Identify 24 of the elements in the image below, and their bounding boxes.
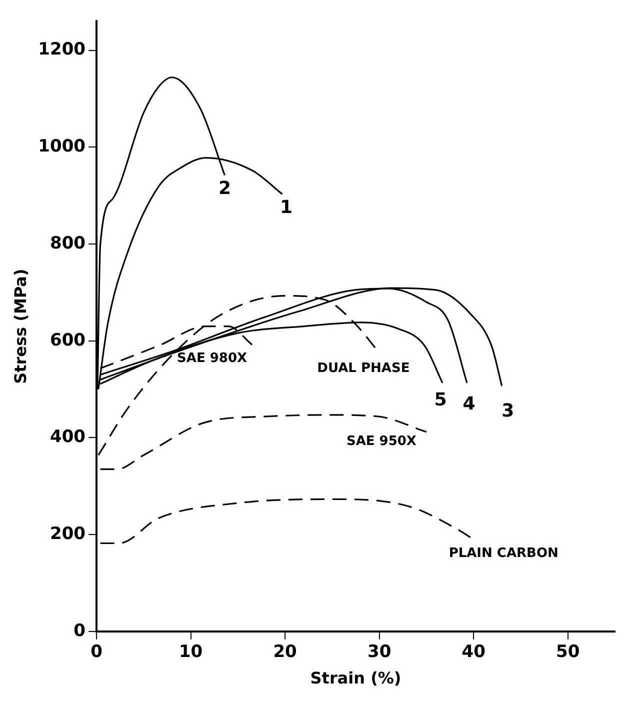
x-tick-label: 0 xyxy=(90,642,103,662)
x-tick-label: 20 xyxy=(273,642,298,662)
series-label: 5 xyxy=(434,390,447,411)
series-label: 2 xyxy=(218,178,231,199)
y-tick-label: 800 xyxy=(50,233,86,254)
series-label: DUAL PHASE xyxy=(317,360,410,376)
x-axis-title: Strain (%) xyxy=(310,668,402,688)
series-label: SAE 950X xyxy=(346,434,416,450)
y-tick-label: 200 xyxy=(50,524,86,544)
x-tick-label: 40 xyxy=(462,642,486,662)
x-tick-label: 30 xyxy=(367,642,392,662)
series-label: 4 xyxy=(462,394,476,415)
y-tick-label: 1200 xyxy=(38,40,86,60)
y-tick-label: 400 xyxy=(50,427,86,448)
series-label: 1 xyxy=(280,196,292,218)
x-tick-label: 50 xyxy=(556,642,580,662)
series-label: PLAIN CARBON xyxy=(448,546,558,561)
y-tick-label: 1000 xyxy=(38,136,86,157)
x-tick-label: 10 xyxy=(178,642,203,662)
series-label: SAE 980X xyxy=(177,351,248,366)
series-label: 3 xyxy=(502,400,514,422)
y-tick-label: 0 xyxy=(74,620,86,641)
y-axis-title: Stress (MPa) xyxy=(10,268,30,384)
y-tick-label: 600 xyxy=(50,330,86,350)
